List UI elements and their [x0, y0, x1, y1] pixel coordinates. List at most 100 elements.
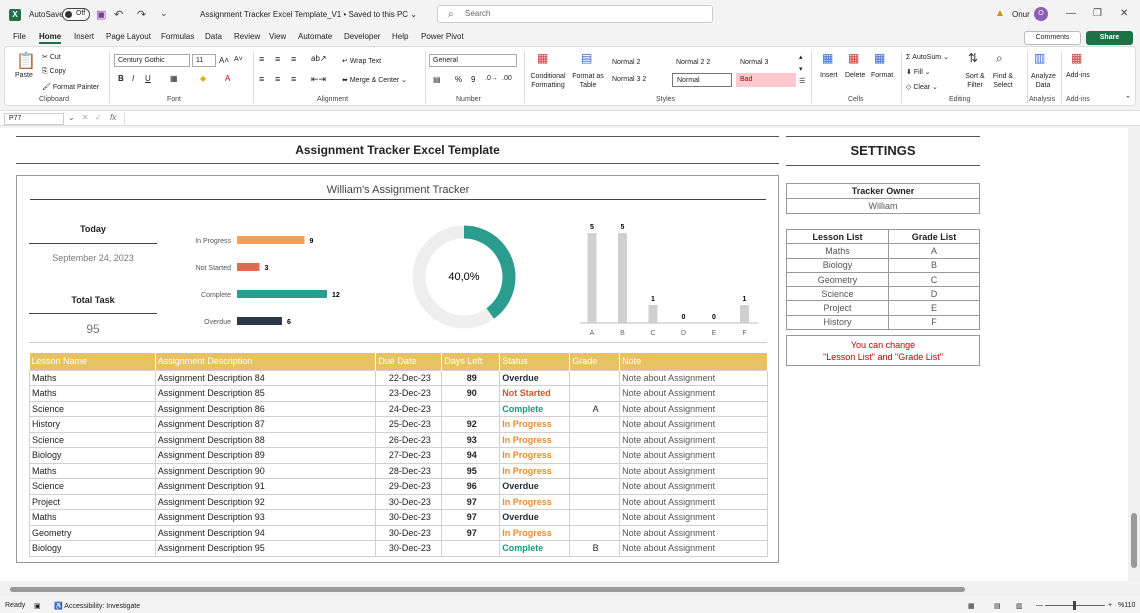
description-cell[interactable]: Assignment Description 89	[154, 447, 377, 464]
style-bad[interactable]: Bad	[736, 73, 796, 87]
close-icon[interactable]: ✕	[1120, 8, 1129, 19]
grade-cell[interactable]	[569, 447, 621, 464]
paste-button[interactable]: Paste	[15, 72, 33, 79]
share-button[interactable]: Share	[1086, 31, 1133, 45]
due-date-cell[interactable]: 26-Dec-23	[375, 431, 443, 448]
autosum-button[interactable]: Σ AutoSum ⌄	[906, 54, 949, 61]
lesson-list-item[interactable]: Maths	[786, 243, 889, 259]
font-name-select[interactable]: Century Gothic	[114, 54, 190, 67]
lesson-cell[interactable]: Science	[29, 431, 156, 448]
macro-record-icon[interactable]: ▣	[34, 603, 41, 610]
underline-icon[interactable]: U	[145, 74, 151, 83]
tab-view[interactable]: View	[269, 32, 287, 41]
grade-cell[interactable]	[569, 462, 621, 479]
days-left-cell[interactable]: 93	[441, 431, 501, 448]
lesson-cell[interactable]: Science	[29, 478, 156, 495]
wrap-text-button[interactable]: ↵ Wrap Text	[342, 58, 382, 65]
description-cell[interactable]: Assignment Description 93	[154, 509, 377, 526]
grade-list-item[interactable]: C	[887, 271, 981, 288]
status-cell[interactable]: Overdue	[499, 478, 571, 495]
tab-formulas[interactable]: Formulas	[161, 32, 195, 41]
tab-file[interactable]: File	[13, 32, 26, 41]
status-cell[interactable]: Complete	[499, 540, 571, 557]
grade-cell[interactable]	[569, 369, 621, 386]
due-date-cell[interactable]: 24-Dec-23	[375, 400, 443, 417]
tab-data[interactable]: Data	[205, 32, 222, 41]
column-header[interactable]: Due Date	[375, 353, 443, 370]
horizontal-scrollbar[interactable]	[0, 584, 1140, 596]
grade-cell[interactable]: A	[569, 400, 621, 417]
delete-cells-icon[interactable]: ▦	[848, 51, 860, 65]
warning-icon[interactable]: ▲	[995, 8, 1005, 19]
normal-view-icon[interactable]: ▦	[968, 603, 975, 610]
format-table-icon[interactable]: ▤	[581, 51, 593, 65]
description-cell[interactable]: Assignment Description 86	[154, 400, 377, 417]
days-left-cell[interactable]: 95	[441, 462, 501, 479]
document-title[interactable]: Assignment Tracker Excel Template_V1 • S…	[200, 10, 418, 19]
bold-icon[interactable]: B	[118, 74, 124, 83]
lesson-cell[interactable]: Science	[29, 400, 156, 417]
vertical-scrollbar[interactable]	[1128, 128, 1140, 581]
analyze-data-icon[interactable]: ▥	[1034, 51, 1046, 65]
lesson-cell[interactable]: History	[29, 416, 156, 433]
note-cell[interactable]: Note about Assignment	[619, 540, 768, 557]
lesson-cell[interactable]: Project	[29, 493, 156, 510]
tab-developer[interactable]: Developer	[344, 32, 381, 41]
align-middle-icon[interactable]: ≡	[275, 54, 281, 64]
status-cell[interactable]: In Progress	[499, 416, 571, 433]
status-cell[interactable]: Not Started	[499, 385, 571, 402]
styles-more-icon[interactable]: ☰	[799, 78, 806, 85]
due-date-cell[interactable]: 30-Dec-23	[375, 540, 443, 557]
days-left-cell[interactable]: 94	[441, 447, 501, 464]
grade-cell[interactable]	[569, 478, 621, 495]
column-header[interactable]: Grade	[569, 353, 621, 370]
grade-list-item[interactable]: A	[887, 243, 981, 259]
description-cell[interactable]: Assignment Description 95	[154, 540, 377, 557]
due-date-cell[interactable]: 30-Dec-23	[375, 524, 443, 541]
note-cell[interactable]: Note about Assignment	[619, 431, 768, 448]
tab-home[interactable]: Home	[39, 32, 62, 44]
status-cell[interactable]: In Progress	[499, 462, 571, 479]
add-ins-button[interactable]: Add-ins	[1066, 72, 1090, 79]
note-cell[interactable]: Note about Assignment	[619, 493, 768, 510]
days-left-cell[interactable]: 97	[441, 493, 501, 510]
style-normal[interactable]: Normal	[672, 73, 732, 87]
grade-cell[interactable]	[569, 416, 621, 433]
grade-cell[interactable]	[569, 524, 621, 541]
description-cell[interactable]: Assignment Description 85	[154, 385, 377, 402]
paste-icon[interactable]: 📋	[16, 53, 36, 70]
insert-function-icon[interactable]: fx	[110, 113, 117, 122]
lesson-list-item[interactable]: Project	[786, 300, 889, 316]
description-cell[interactable]: Assignment Description 84	[154, 369, 377, 386]
formula-input[interactable]	[124, 113, 1134, 125]
column-header[interactable]: Status	[499, 353, 571, 370]
note-cell[interactable]: Note about Assignment	[619, 509, 768, 526]
number-format-select[interactable]: General	[429, 54, 517, 67]
comma-icon[interactable]: 9	[471, 75, 476, 84]
style-normal-3-2[interactable]: Normal 3 2	[612, 76, 647, 83]
note-cell[interactable]: Note about Assignment	[619, 416, 768, 433]
percent-icon[interactable]: %	[455, 75, 463, 84]
align-top-icon[interactable]: ≡	[259, 54, 265, 64]
comments-button[interactable]: Comments	[1024, 31, 1081, 45]
clear-button[interactable]: ◇ Clear ⌄	[906, 84, 938, 91]
column-header[interactable]: Note	[619, 353, 768, 370]
tab-insert[interactable]: Insert	[74, 32, 95, 41]
save-icon[interactable]: ▣	[96, 9, 107, 21]
grade-cell[interactable]	[569, 385, 621, 402]
due-date-cell[interactable]: 30-Dec-23	[375, 493, 443, 510]
days-left-cell[interactable]: 89	[441, 369, 501, 386]
find-select-icon[interactable]: ⌕	[996, 51, 1003, 65]
lesson-cell[interactable]: Biology	[29, 540, 156, 557]
undo-icon[interactable]: ↶	[114, 9, 124, 21]
owner-value[interactable]: William	[786, 198, 980, 214]
fill-color-icon[interactable]: ◆	[200, 74, 207, 83]
name-box-dropdown-icon[interactable]: ⌄	[68, 113, 75, 122]
format-cells-button[interactable]: Format	[871, 72, 894, 79]
due-date-cell[interactable]: 23-Dec-23	[375, 385, 443, 402]
enter-icon[interactable]: ✓	[95, 113, 102, 122]
due-date-cell[interactable]: 30-Dec-23	[375, 509, 443, 526]
tab-automate[interactable]: Automate	[298, 32, 333, 41]
lesson-cell[interactable]: Maths	[29, 462, 156, 479]
style-normal-3[interactable]: Normal 3	[740, 59, 769, 66]
